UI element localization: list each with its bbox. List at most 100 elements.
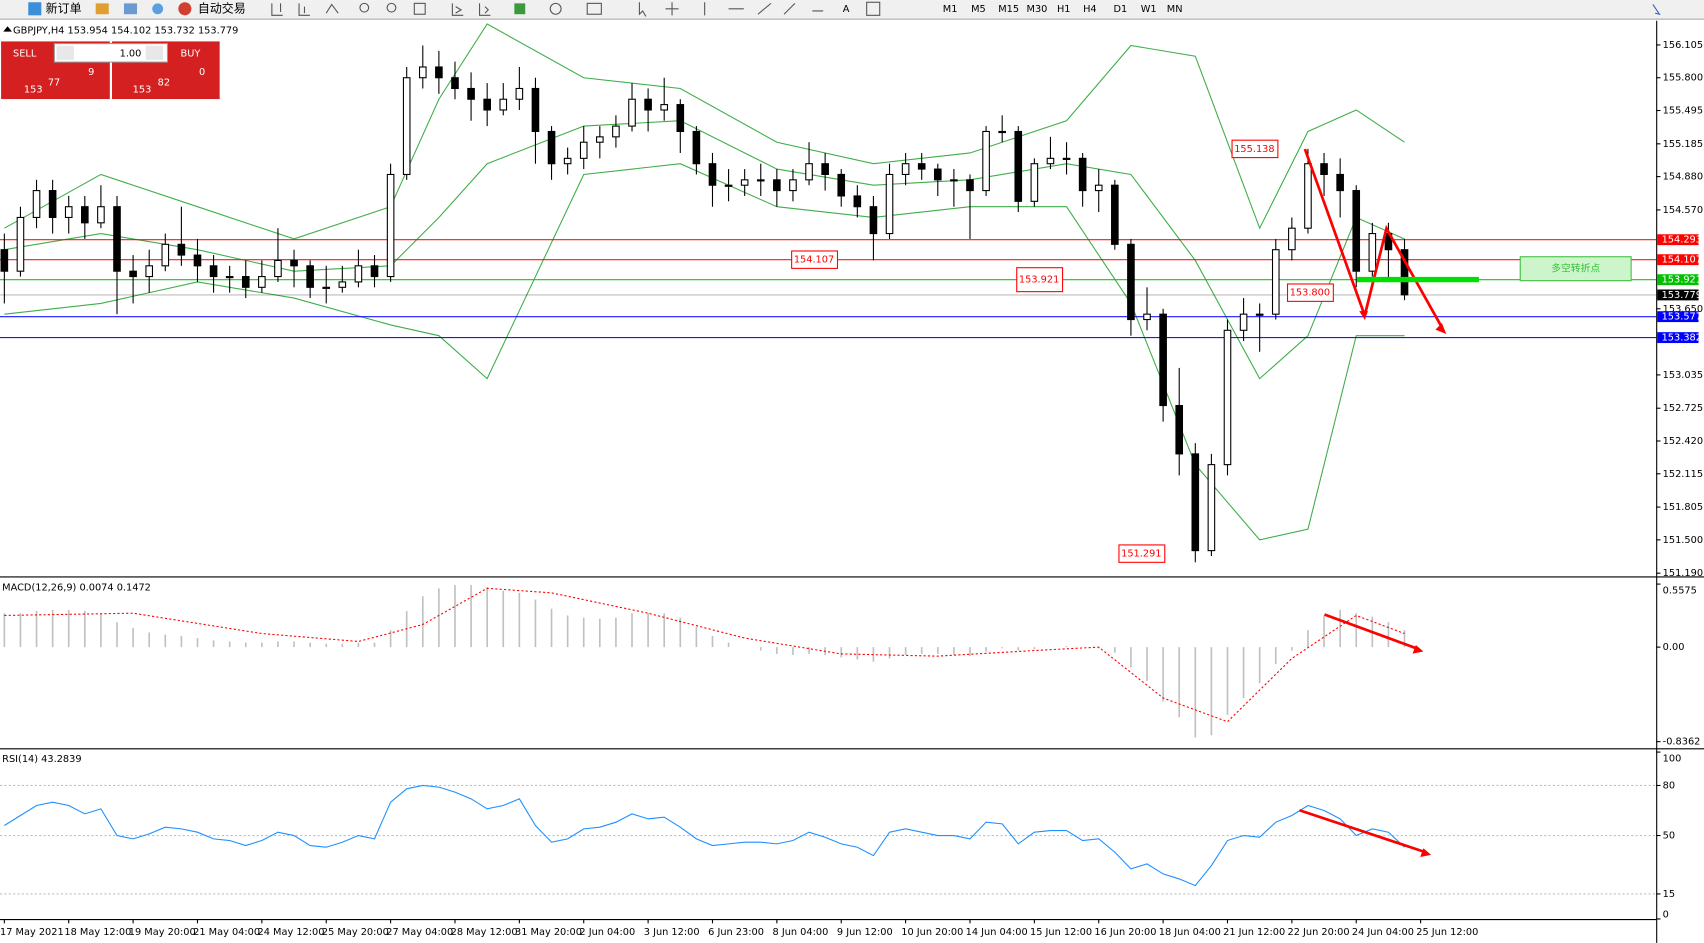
x-tick-label: 24 Jun 04:00 — [1352, 927, 1414, 938]
price-annotation-box — [1286, 283, 1334, 302]
candle-body — [1062, 157, 1071, 160]
candle-body — [1400, 249, 1409, 296]
candle-body — [209, 265, 218, 278]
indicator-icon[interactable] — [514, 3, 526, 15]
rsi-title: RSI(14) 43.2839 — [2, 754, 81, 765]
level-label: 153.921 — [1662, 275, 1702, 286]
arrow-head — [1359, 311, 1368, 320]
tool-icon[interactable] — [549, 2, 562, 15]
timeframe-button[interactable]: H1 — [1057, 4, 1071, 15]
timeframe-button[interactable]: M1 — [943, 4, 958, 15]
candle-body — [756, 179, 765, 182]
new-order-icon[interactable] — [28, 2, 42, 16]
bid-sup: 9 — [88, 67, 94, 78]
candle-body — [177, 243, 186, 256]
bollinger-upper — [4, 23, 1405, 240]
tool-icon[interactable] — [298, 3, 310, 16]
toolbar-icon[interactable] — [152, 3, 164, 15]
y-tick-label: 153.035 — [1663, 370, 1703, 381]
x-tick-label: 24 May 12:00 — [258, 927, 325, 938]
tool-icon[interactable] — [451, 3, 464, 16]
y-tick-label: 155.495 — [1663, 106, 1703, 117]
timeframe-button[interactable]: H4 — [1083, 4, 1097, 15]
tool-icon[interactable] — [479, 3, 491, 16]
collapse-icon[interactable] — [3, 26, 12, 32]
level-tag — [1657, 311, 1699, 323]
x-tick-label: 31 May 20:00 — [515, 927, 582, 938]
y-tick-label: 0 — [1663, 910, 1669, 921]
x-tick-label: 14 Jun 04:00 — [966, 927, 1028, 938]
sell-button[interactable]: SELL — [13, 48, 37, 59]
price-annotation-box — [1231, 139, 1279, 159]
level-tag — [1657, 274, 1699, 286]
x-tick-label: 2 Jun 04:00 — [579, 927, 635, 938]
auto-trade-icon[interactable] — [178, 2, 192, 16]
text-tool-icon[interactable]: A — [843, 4, 850, 15]
candle-body — [145, 265, 154, 278]
lots-down[interactable] — [56, 45, 74, 60]
toolbar — [0, 0, 1704, 19]
lots-up[interactable] — [145, 45, 164, 60]
candle-body — [885, 173, 894, 235]
chart-area — [0, 20, 1657, 919]
lots-field[interactable] — [53, 43, 169, 63]
timeframe-button[interactable]: MN — [1167, 4, 1183, 15]
tool-icon[interactable] — [586, 2, 602, 15]
candle-body — [789, 179, 797, 192]
line-tools[interactable] — [704, 2, 824, 16]
rsi-arrow — [1299, 808, 1428, 854]
cursor-icon[interactable] — [638, 2, 647, 17]
candle-body — [354, 265, 363, 283]
candle-body — [982, 130, 990, 192]
candle-body — [499, 98, 508, 111]
candle-body — [338, 281, 347, 288]
y-tick-label: -0.8362 — [1663, 737, 1701, 748]
candle-body — [805, 163, 813, 181]
timeframe-button[interactable]: W1 — [1141, 4, 1157, 15]
text-tool[interactable] — [866, 1, 881, 16]
arrow-heads — [1359, 311, 1447, 857]
price-annotation-box — [1016, 267, 1064, 293]
candle-body — [274, 259, 282, 278]
macd-panel: 0.5575 0.00 -0.8362 — [3, 583, 1701, 748]
level-tag — [1657, 332, 1699, 344]
turning-point-box — [1519, 256, 1632, 282]
zoom-in-icon[interactable] — [359, 2, 370, 13]
lots-value[interactable]: 1.00 — [120, 48, 142, 59]
price-annotation-box — [1118, 544, 1166, 563]
candle-body — [1078, 157, 1087, 192]
toolbar-icon[interactable] — [95, 3, 109, 15]
candle-body — [129, 270, 137, 278]
candle-body — [1288, 227, 1296, 251]
candle-body — [1207, 464, 1216, 552]
timeframe-button[interactable]: D1 — [1114, 4, 1128, 15]
candle-body — [950, 179, 958, 182]
auto-trade-button[interactable]: 自动交易 — [198, 0, 246, 15]
x-tick-label: 22 Jun 20:00 — [1288, 927, 1350, 938]
timeframe-button[interactable]: M15 — [998, 4, 1019, 15]
tool-icon[interactable] — [413, 2, 426, 15]
tool-icon[interactable] — [271, 3, 283, 16]
candle-body — [773, 179, 781, 192]
candle-body — [628, 98, 636, 127]
crosshair-icon[interactable] — [665, 2, 679, 16]
buy-button[interactable]: BUY — [181, 48, 201, 59]
candle-body — [1127, 243, 1135, 321]
y-tick-label: 80 — [1663, 780, 1675, 791]
zoom-out-icon[interactable] — [386, 2, 397, 13]
search-icon[interactable] — [1652, 4, 1661, 16]
price-annotation: 153.800 — [1290, 288, 1330, 299]
candle-body — [837, 173, 846, 197]
new-order-button[interactable]: 新订单 — [46, 0, 82, 15]
candle-body — [306, 265, 314, 288]
tool-icon[interactable] — [325, 3, 339, 14]
timeframe-button[interactable]: M30 — [1027, 4, 1048, 15]
candle-body — [692, 130, 701, 165]
timeframe-button[interactable]: M5 — [971, 4, 986, 15]
candle-body — [966, 179, 974, 192]
level-label: 153.577 — [1662, 312, 1702, 323]
toolbar-icon[interactable] — [123, 3, 138, 15]
arrow-head — [1420, 848, 1432, 857]
y-tick-label: 154.570 — [1663, 205, 1703, 216]
